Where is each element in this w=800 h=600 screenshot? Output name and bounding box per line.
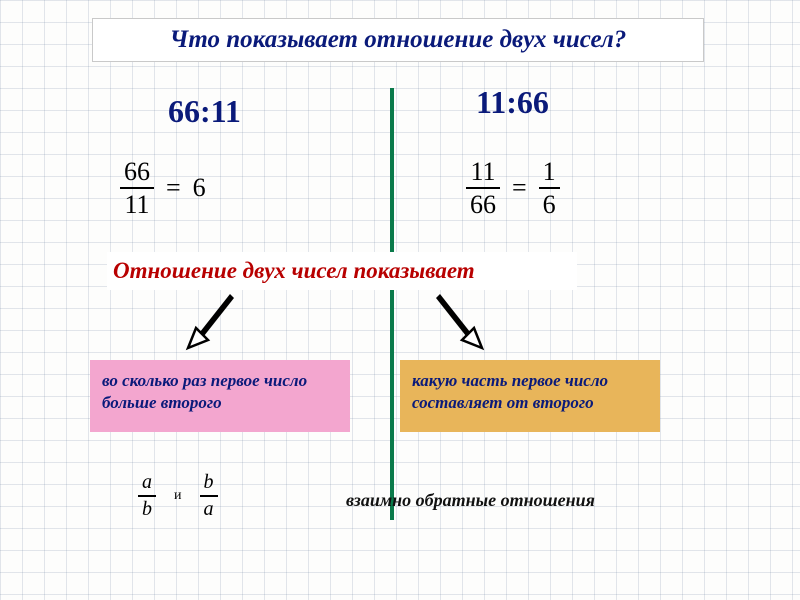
numerator: 66: [120, 158, 154, 185]
meaning-box-orange: какую часть первое число составляет от в…: [400, 360, 660, 432]
denominator: 66: [466, 191, 500, 218]
denominator: a: [200, 499, 218, 520]
numerator: b: [200, 472, 218, 493]
meaning-box-pink: во сколько раз первое число больше второ…: [90, 360, 350, 432]
fraction-1-6: 1 6: [539, 158, 560, 218]
title-text: Что показывает отношение двух чисел?: [170, 26, 627, 54]
denominator: b: [138, 499, 156, 520]
numerator: 1: [539, 158, 560, 185]
fraction-bar: [539, 187, 560, 189]
fraction-bar: [200, 495, 218, 497]
equals-sign: =: [166, 173, 181, 203]
statement-text: Отношение двух чисел показывает: [113, 258, 475, 284]
equation-result: 6: [193, 173, 206, 203]
ratio-left: 66:11: [168, 93, 241, 130]
numerator: 11: [466, 158, 499, 185]
denominator: 11: [120, 191, 153, 218]
denominator: 6: [539, 191, 560, 218]
fraction-bar: [120, 187, 154, 189]
equation-left: 66 11 = 6: [120, 158, 206, 218]
fraction-a-over-b: a b: [138, 472, 156, 520]
fraction-bar: [138, 495, 156, 497]
numerator: a: [138, 472, 156, 493]
title-box: Что показывает отношение двух чисел?: [92, 18, 704, 62]
fraction-66-11: 66 11: [120, 158, 154, 218]
fraction-bar: [466, 187, 500, 189]
equation-right: 11 66 = 1 6: [466, 158, 560, 218]
and-label: и: [174, 488, 182, 504]
arrow-left-icon: [174, 292, 250, 352]
ratio-right: 11:66: [476, 84, 549, 121]
statement-box: Отношение двух чисел показывает: [107, 252, 577, 290]
inverse-caption: взаимно обратные отношения: [346, 490, 595, 511]
fraction-b-over-a: b a: [200, 472, 218, 520]
meaning-pink-text: во сколько раз первое число больше второ…: [102, 371, 307, 412]
inverse-fractions-group: a b и b a: [138, 472, 218, 520]
equals-sign: =: [512, 173, 527, 203]
arrow-right-icon: [420, 292, 496, 352]
meaning-orange-text: какую часть первое число составляет от в…: [412, 371, 608, 412]
vertical-divider: [390, 88, 394, 520]
fraction-11-66: 11 66: [466, 158, 500, 218]
